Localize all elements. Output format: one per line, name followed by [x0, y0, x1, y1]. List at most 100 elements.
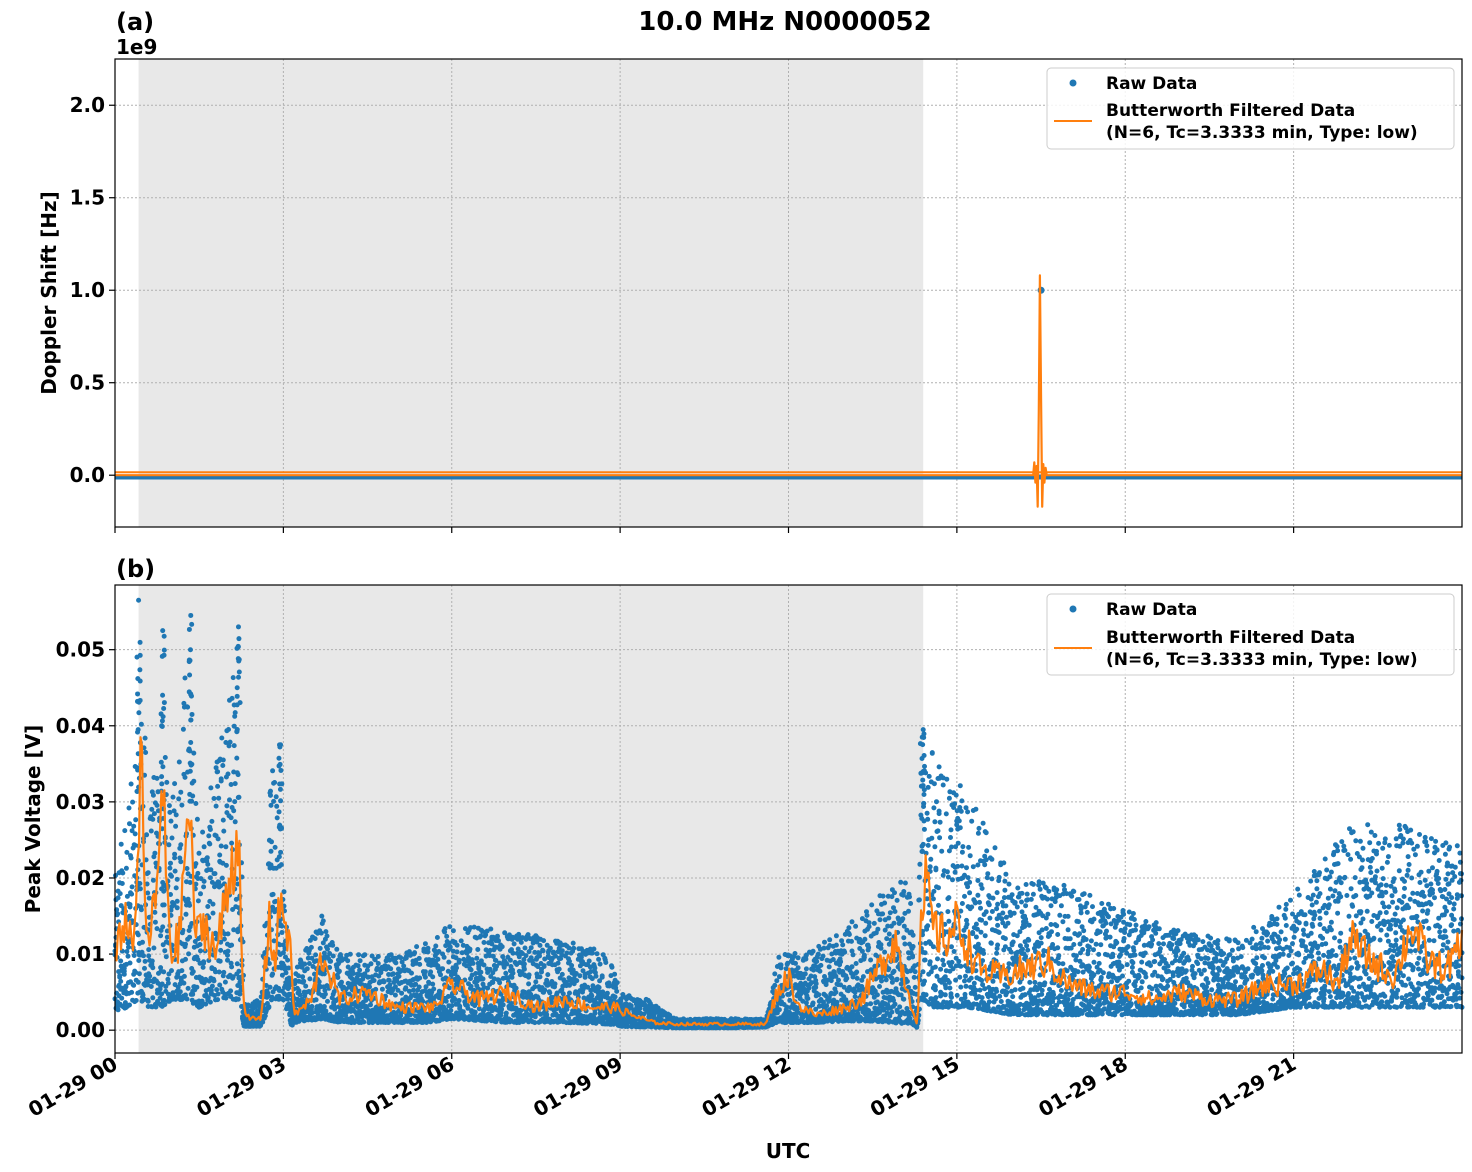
panel-b-legend-filtered-label-1: Butterworth Filtered Data [1106, 628, 1355, 648]
panel-a-ylabel: Doppler Shift [Hz] [37, 191, 61, 395]
panel-b-raw-peak-point [235, 624, 241, 630]
panel-b-raw-peak-point [277, 786, 283, 792]
panel-b-raw-peak-point [134, 788, 140, 794]
panel-b-raw-peak-point [234, 693, 240, 699]
panel-b-raw-peak-point [188, 693, 194, 699]
panel-b-raw-peak-point [135, 691, 141, 697]
panel-b-raw-peak-point [920, 848, 926, 854]
panel-b-raw-peak-point [137, 639, 143, 645]
panel-a-ytick-label: 2.0 [70, 93, 105, 117]
panel-b-raw-peak-point [161, 705, 167, 711]
panel-b-raw-peak-point [136, 710, 142, 716]
panel-a-legend: Raw Data Butterworth Filtered Data (N=6,… [1046, 67, 1455, 150]
panel-b-raw-peak-point [278, 742, 284, 748]
panel-b-raw-peak-point [236, 674, 242, 680]
panel-b-raw-peak-point [276, 863, 282, 869]
panel-b-raw-peak-point [278, 826, 284, 832]
panel-b-raw-peak-point [134, 765, 140, 771]
panel-b-raw-peak-point [276, 854, 282, 860]
panel-b-raw-peak-point [187, 791, 193, 797]
panel-b-raw-peak-point [137, 652, 143, 658]
panel-a-legend-filtered-label-2: (N=6, Tc=3.3333 min, Type: low) [1106, 123, 1418, 143]
panel-b-raw-peak-point [187, 748, 193, 754]
panel-b-legend: Raw Data Butterworth Filtered Data (N=6,… [1046, 593, 1455, 676]
panel-b-raw-peak-point [276, 809, 282, 815]
panel-b-raw-peak-point [187, 768, 193, 774]
panel-a-ytick-label: 1.5 [70, 186, 105, 210]
panel-b-raw-peak-point [136, 597, 142, 603]
panel-b-raw-peak-point [235, 656, 241, 662]
panel-b-label: (b) [116, 555, 155, 583]
panel-b-ytick-label: 0.03 [56, 790, 105, 814]
panel-b-raw-peak-point [161, 700, 167, 706]
panel-a-y-offset: 1e9 [116, 35, 157, 59]
panel-b-raw-peak-point [236, 794, 242, 800]
panel-b-raw-peak-point [137, 678, 143, 684]
panel-b-raw-peak-point [137, 697, 143, 703]
figure-title: 10.0 MHz N0000052 [638, 7, 931, 37]
panel-a-shaded-region [138, 59, 924, 527]
panel-b-raw-peak-point [278, 767, 284, 773]
x-tick-label: 01-29 00 [24, 1052, 122, 1122]
panel-b-raw-peak-point [188, 740, 194, 746]
panel-a-ytick-label: 0.5 [70, 371, 105, 395]
x-tick-label: 01-29 15 [866, 1052, 964, 1122]
panel-b-raw-peak-point [278, 849, 284, 855]
panel-b-raw-peak-point [236, 636, 242, 642]
panel-b-raw-peak-point [161, 647, 167, 653]
panel-b-legend-raw-label: Raw Data [1106, 600, 1197, 620]
panel-a-legend-raw-marker [1069, 79, 1077, 87]
panel-b-raw-peak-point [236, 669, 242, 675]
panel-b-filtered-line [113, 736, 1464, 1027]
x-tick-labels: 01-29 00 01-29 03 01-29 06 01-29 09 01-29 12… [24, 1052, 1300, 1122]
panel-a: (a) 1e9 Doppler Shift [Hz] 0.0 0.5 1.0 1.5 2… [37, 8, 1463, 533]
panel-b-raw-peak-point [276, 763, 282, 769]
panel-b-raw-peak-point [920, 783, 926, 789]
panel-a-ytick-label: 0.0 [70, 463, 105, 487]
panel-b-raw-peak-point [189, 761, 195, 767]
panel-b-raw-peak-point [920, 777, 926, 783]
panel-b-legend-raw-marker [1069, 605, 1077, 613]
panel-b-raw-peak-point [187, 798, 193, 804]
panel-b-raw-peak-point [234, 728, 240, 734]
panel-b-raw-peak-point [186, 626, 192, 632]
panel-b-raw-peak-point [188, 612, 194, 618]
panel-b-raw-peak-point [921, 768, 927, 774]
panel-b: (b) Peak Voltage [V] 0.000.010.020.030.0… [21, 555, 1465, 1059]
panel-b-raw-peak-point [158, 759, 164, 765]
panel-a-filtered-line [115, 274, 1462, 508]
x-tick-label: 01-29 03 [192, 1052, 290, 1122]
panel-b-raw-peak-point [920, 742, 926, 748]
panel-b-raw-peak-point [160, 764, 166, 770]
panel-b-raw-peak-point [159, 781, 165, 787]
panel-b-raw-peak-point [187, 647, 193, 653]
panel-b-raw-peak-point [920, 727, 926, 733]
panel-b-raw-peak-point [186, 659, 192, 665]
panel-b-raw-peak-point [135, 729, 141, 735]
panel-b-raw-peak-point [921, 826, 927, 832]
panel-b-raw-peak-point [188, 717, 194, 723]
x-tick-label: 01-29 18 [1034, 1052, 1132, 1122]
panel-b-ytick-label: 0.05 [56, 638, 105, 662]
x-tick-label: 01-29 12 [697, 1052, 795, 1122]
panel-a-legend-raw-label: Raw Data [1106, 74, 1197, 94]
panel-b-raw-peak-point [234, 685, 240, 691]
panel-b-ytick-label: 0.04 [56, 714, 105, 738]
panel-b-raw-peak-point [161, 652, 167, 658]
panel-b-raw-peak-point [161, 633, 167, 639]
panel-b-frame [114, 584, 1463, 1054]
panel-b-raw-peak-point [920, 841, 926, 847]
panel-b-raw-peak-point [160, 628, 166, 634]
panel-a-frame [114, 58, 1463, 528]
panel-a-label: (a) [116, 8, 154, 36]
x-axis-label: UTC [766, 1139, 811, 1163]
panel-b-raw-peak-point [278, 798, 284, 804]
panel-a-legend-box [1046, 67, 1455, 150]
panel-b-legend-box [1046, 593, 1455, 676]
x-tick-label: 01-29 06 [361, 1052, 459, 1122]
panel-b-raw-peak-point [235, 643, 241, 649]
panel-b-raw-peak-point [279, 781, 285, 787]
panel-b-raw-peak-point [189, 621, 195, 627]
panel-a-ytick-label: 1.0 [70, 278, 105, 302]
